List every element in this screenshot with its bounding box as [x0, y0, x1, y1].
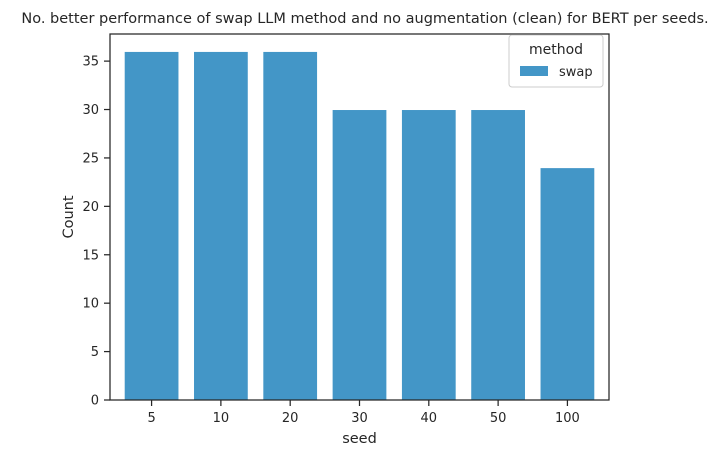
- x-tick-label: 40: [421, 411, 438, 426]
- bar-seed-50: [470, 109, 526, 401]
- legend-swatch: [520, 66, 548, 76]
- x-axis-label: seed: [342, 431, 377, 447]
- y-tick-label: 30: [82, 103, 99, 118]
- x-tick-label: 100: [555, 411, 580, 426]
- x-tick-label: 5: [147, 411, 155, 426]
- x-tick-label: 10: [213, 411, 230, 426]
- y-tick-label: 35: [82, 55, 99, 70]
- y-tick-label: 10: [82, 297, 99, 312]
- y-tick-label: 15: [82, 248, 99, 263]
- legend-entry-swap: swap: [559, 65, 593, 80]
- y-axis-ticks: 0 5 10 15 20 25 30 35: [82, 55, 110, 409]
- legend: method swap: [508, 34, 604, 88]
- x-tick-label: 50: [490, 411, 507, 426]
- plot-frame: [109, 33, 610, 401]
- legend-title: method: [529, 42, 583, 58]
- chart-title: No. better performance of swap LLM metho…: [21, 11, 708, 27]
- y-axis-label: Count: [61, 195, 77, 238]
- bar-seed-5: [123, 50, 180, 401]
- x-tick-label: 30: [351, 411, 368, 426]
- bar-seed-20: [262, 50, 319, 401]
- y-tick-label: 5: [91, 345, 99, 360]
- y-tick-label: 25: [82, 151, 99, 166]
- x-tick-label: 20: [282, 411, 299, 426]
- x-axis-ticks: 5 10 20 30 40 50 100: [147, 400, 580, 426]
- y-tick-label: 20: [82, 200, 99, 215]
- bar-seed-100: [539, 167, 596, 401]
- bars-group: [123, 50, 596, 401]
- y-tick-label: 0: [91, 394, 99, 409]
- bar-seed-40: [400, 109, 457, 401]
- bar-seed-10: [193, 50, 249, 401]
- bar-seed-30: [331, 109, 388, 401]
